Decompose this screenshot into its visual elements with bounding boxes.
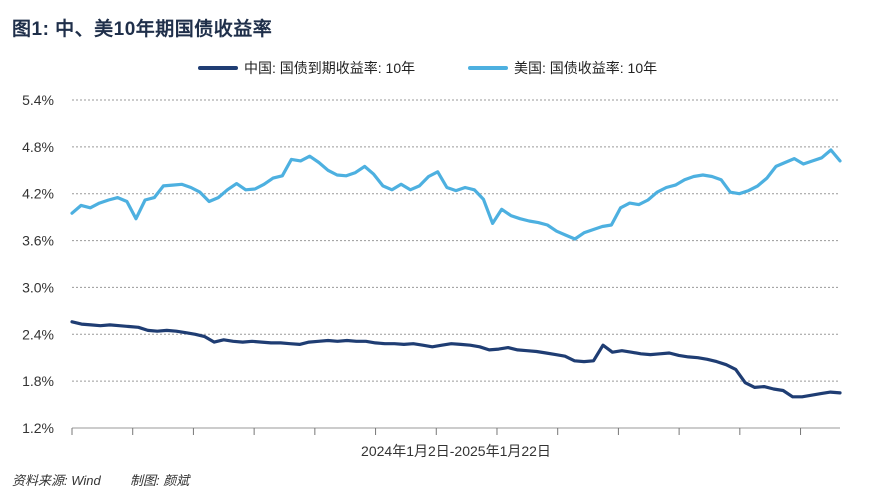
- series-lines: [70, 148, 842, 399]
- chart-title: 图1: 中、美10年期国债收益率: [12, 19, 273, 40]
- y-tick-label: 4.8%: [22, 139, 54, 155]
- legend-label-us: 美国: 国债收益率: 10年: [514, 60, 658, 76]
- series-line-us: [70, 148, 842, 241]
- x-axis: [71, 427, 840, 435]
- y-tick-label: 1.8%: [22, 373, 54, 389]
- source-note: 资料来源: Wind: [12, 473, 101, 488]
- legend-item-china: 中国: 国债到期收益率: 10年: [198, 58, 415, 78]
- legend-label-china: 中国: 国债到期收益率: 10年: [244, 60, 416, 76]
- y-tick-label: 3.6%: [22, 233, 54, 249]
- legend-item-us: 美国: 国债收益率: 10年: [468, 58, 657, 78]
- credit-note: 制图: 颜斌: [130, 473, 190, 488]
- y-tick-label: 1.2%: [22, 420, 54, 436]
- y-axis: 5.4% 4.8% 4.2% 3.6% 3.0% 2.4% 1.8% 1.2%: [22, 92, 54, 436]
- legend-swatch-us: [468, 66, 508, 70]
- chart-legend: 中国: 国债到期收益率: 10年 美国: 国债收益率: 10年: [0, 58, 869, 78]
- gridlines: [72, 99, 840, 382]
- y-tick-label: 5.4%: [22, 92, 54, 108]
- y-tick-label: 3.0%: [22, 279, 54, 295]
- x-axis-label: 2024年1月2日-2025年1月22日: [361, 443, 551, 459]
- y-tick-label: 4.2%: [22, 186, 54, 202]
- series-line-china: [70, 320, 842, 399]
- y-tick-label: 2.4%: [22, 326, 54, 342]
- legend-swatch-china: [198, 66, 238, 70]
